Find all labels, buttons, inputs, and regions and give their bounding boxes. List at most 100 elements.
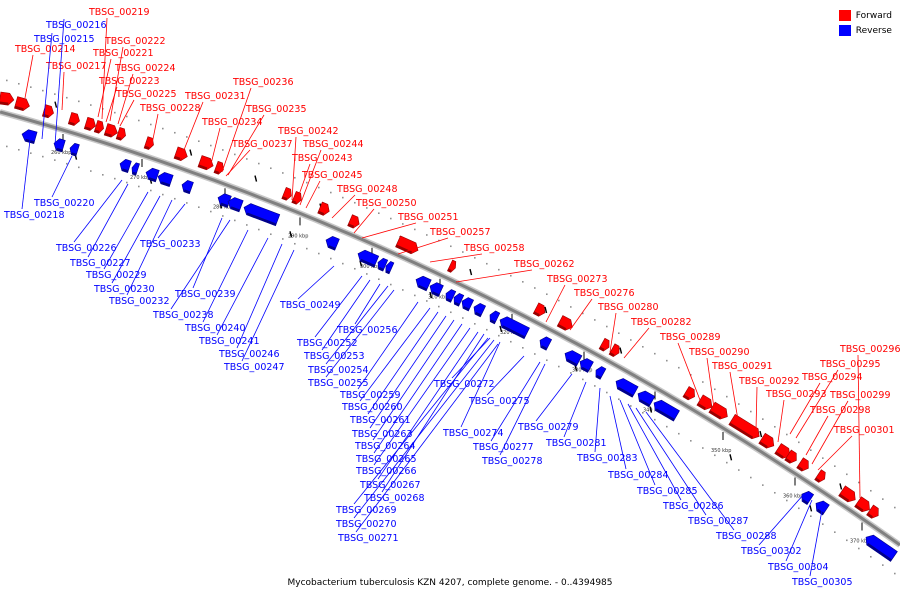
reverse-gene-label[interactable]: TBSG_00275	[468, 396, 530, 407]
forward-gene-arrow-body	[814, 469, 826, 483]
forward-gene-label[interactable]: TBSG_00293	[765, 389, 827, 400]
reverse-gene-label[interactable]: TBSG_00263	[351, 429, 413, 440]
reverse-gene-label[interactable]: TBSG_00247	[223, 362, 285, 373]
reverse-gene-label[interactable]: TBSG_00281	[545, 438, 607, 449]
forward-gene-label[interactable]: TBSG_00250	[355, 198, 417, 209]
forward-gene-label[interactable]: TBSG_00224	[114, 63, 176, 74]
reverse-gene-label[interactable]: TBSG_00232	[108, 296, 170, 307]
reverse-gene-label[interactable]: TBSG_00305	[791, 577, 853, 588]
reverse-gene-label[interactable]: TBSG_00279	[517, 422, 579, 433]
forward-gene-label[interactable]: TBSG_00258	[463, 243, 525, 254]
forward-gene-label[interactable]: TBSG_00248	[336, 184, 398, 195]
reverse-gene-label[interactable]: TBSG_00284	[607, 470, 669, 481]
forward-gene-label[interactable]: TBSG_00221	[92, 48, 154, 59]
reverse-gene-label[interactable]: TBSG_00264	[354, 441, 416, 452]
reverse-gene-label[interactable]: TBSG_00241	[198, 336, 260, 347]
forward-gene-label[interactable]: TBSG_00262	[513, 259, 575, 270]
reverse-gene-label[interactable]: TBSG_00254	[307, 365, 369, 376]
reverse-gene-label[interactable]: TBSG_00272	[433, 379, 495, 390]
strand-marker	[759, 430, 763, 438]
forward-gene-label[interactable]: TBSG_00219	[88, 7, 150, 18]
reverse-gene-label[interactable]: TBSG_00283	[576, 453, 638, 464]
forward-gene-label[interactable]: TBSG_00296	[839, 344, 900, 355]
forward-gene-label[interactable]: TBSG_00276	[573, 288, 635, 299]
forward-gene-label[interactable]: TBSG_00228	[139, 103, 201, 114]
forward-gene-label[interactable]: TBSG_00237	[231, 139, 293, 150]
reverse-gene-label[interactable]: TBSG_00286	[662, 501, 724, 512]
reverse-gene-label[interactable]: TBSG_00256	[336, 325, 398, 336]
reverse-gene-label[interactable]: TBSG_00285	[636, 486, 698, 497]
forward-gene-arrow-body	[213, 160, 224, 175]
reverse-gene-label[interactable]: TBSG_00269	[335, 505, 397, 516]
forward-gene-label[interactable]: TBSG_00245	[301, 170, 363, 181]
forward-gene-label[interactable]: TBSG_00236	[232, 77, 294, 88]
reverse-gene-label[interactable]: TBSG_00255	[307, 378, 369, 389]
forward-gene-label[interactable]: TBSG_00243	[291, 153, 353, 164]
reverse-gene-label[interactable]: TBSG_00216	[45, 20, 107, 31]
forward-gene-label[interactable]: TBSG_00291	[711, 361, 773, 372]
reverse-gene-label[interactable]: TBSG_00265	[355, 454, 417, 465]
reverse-gene-label[interactable]: TBSG_00278	[481, 456, 543, 467]
reverse-gene-label[interactable]: TBSG_00287	[687, 516, 749, 527]
forward-gene-label[interactable]: TBSG_00244	[302, 139, 364, 150]
reverse-gene-arrow	[539, 336, 553, 351]
reverse-gene-label[interactable]: TBSG_00266	[355, 466, 417, 477]
reverse-leader-line	[373, 327, 471, 466]
reverse-gene-label[interactable]: TBSG_00246	[218, 349, 280, 360]
reverse-gene-label[interactable]: TBSG_00240	[184, 323, 246, 334]
forward-gene-label[interactable]: TBSG_00280	[597, 302, 659, 313]
reverse-gene-label[interactable]: TBSG_00227	[69, 258, 131, 269]
reverse-gene-label[interactable]: TBSG_00270	[335, 519, 397, 530]
reverse-gene-label[interactable]: TBSG_00249	[279, 300, 341, 311]
reverse-gene-label[interactable]: TBSG_00259	[339, 390, 401, 401]
forward-gene-label[interactable]: TBSG_00273	[546, 274, 608, 285]
reverse-gene-label[interactable]: TBSG_00271	[337, 533, 399, 544]
forward-gene-label[interactable]: TBSG_00294	[801, 372, 863, 383]
reverse-gene-label[interactable]: TBSG_00267	[359, 480, 421, 491]
forward-gene-label[interactable]: TBSG_00290	[688, 347, 750, 358]
forward-gene-label[interactable]: TBSG_00234	[201, 117, 263, 128]
reverse-gene-label[interactable]: TBSG_00288	[715, 531, 777, 542]
reverse-gene-label[interactable]: TBSG_00274	[442, 428, 504, 439]
reverse-gene-label[interactable]: TBSG_00302	[740, 546, 802, 557]
reverse-gene-label[interactable]: TBSG_00304	[767, 562, 829, 573]
reverse-gene-label[interactable]: TBSG_00253	[303, 351, 365, 362]
forward-gene-label[interactable]: TBSG_00299	[829, 390, 891, 401]
reverse-gene-arrow	[131, 162, 140, 176]
reverse-gene-label[interactable]: TBSG_00226	[55, 243, 117, 254]
reverse-gene-label[interactable]: TBSG_00260	[341, 402, 403, 413]
reverse-leader-line	[377, 331, 479, 480]
reverse-gene-label[interactable]: TBSG_00268	[363, 493, 425, 504]
forward-leader-line	[151, 113, 159, 145]
reverse-gene-label[interactable]: TBSG_00230	[93, 284, 155, 295]
forward-gene-label[interactable]: TBSG_00235	[245, 104, 307, 115]
forward-gene-label[interactable]: TBSG_00298	[809, 405, 871, 416]
forward-gene-label[interactable]: TBSG_00217	[45, 61, 107, 72]
forward-gene-label[interactable]: TBSG_00223	[98, 76, 160, 87]
reverse-guide-dot	[414, 294, 416, 297]
forward-gene-label[interactable]: TBSG_00231	[184, 91, 246, 102]
forward-gene-arrow	[854, 496, 870, 513]
forward-gene-arrow-shade	[533, 311, 540, 317]
reverse-gene-label[interactable]: TBSG_00218	[3, 210, 65, 221]
forward-gene-arrow-shade	[291, 200, 298, 205]
forward-gene-label[interactable]: TBSG_00301	[833, 425, 895, 436]
forward-gene-label[interactable]: TBSG_00282	[630, 317, 692, 328]
forward-gene-label[interactable]: TBSG_00292	[738, 376, 800, 387]
reverse-gene-label[interactable]: TBSG_00239	[174, 289, 236, 300]
reverse-gene-label[interactable]: TBSG_00220	[33, 198, 95, 209]
forward-gene-label[interactable]: TBSG_00289	[659, 332, 721, 343]
forward-gene-label[interactable]: TBSG_00251	[397, 212, 459, 223]
forward-gene-label[interactable]: TBSG_00214	[14, 44, 76, 55]
forward-gene-label[interactable]: TBSG_00242	[277, 126, 339, 137]
reverse-gene-label[interactable]: TBSG_00238	[152, 310, 214, 321]
reverse-gene-label[interactable]: TBSG_00277	[472, 442, 534, 453]
forward-gene-label[interactable]: TBSG_00295	[819, 359, 881, 370]
forward-gene-label[interactable]: TBSG_00257	[429, 227, 491, 238]
reverse-gene-label[interactable]: TBSG_00215	[33, 34, 95, 45]
forward-gene-label[interactable]: TBSG_00225	[115, 89, 177, 100]
strand-marker	[359, 260, 363, 267]
reverse-gene-label[interactable]: TBSG_00233	[139, 239, 201, 250]
forward-gene-label[interactable]: TBSG_00222	[104, 36, 166, 47]
reverse-gene-label[interactable]: TBSG_00261	[349, 415, 411, 426]
